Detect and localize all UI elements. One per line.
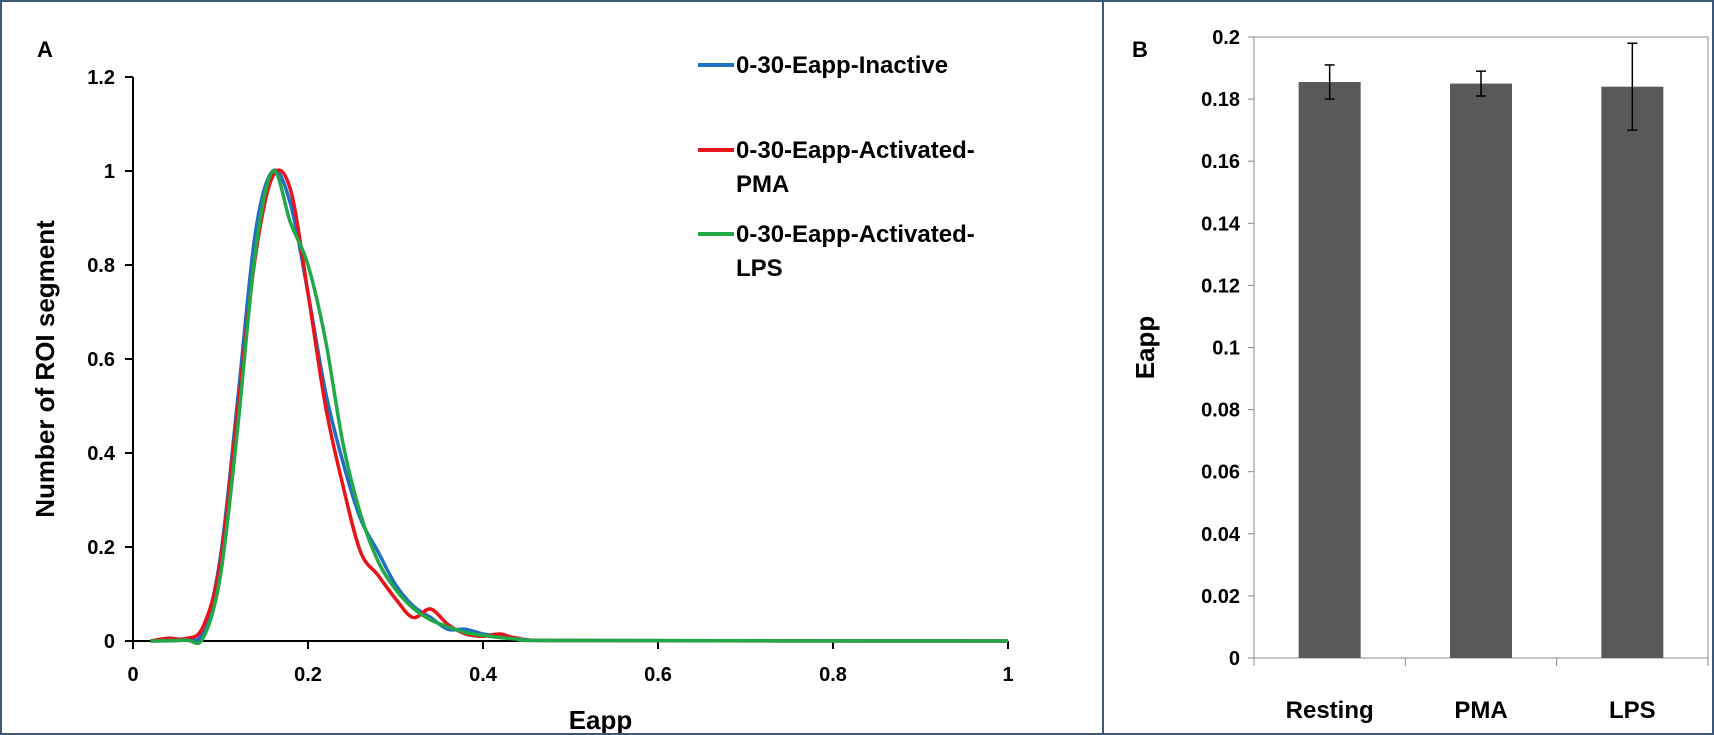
y-tick-label: 0.16 [1201, 151, 1240, 173]
x-category-label: PMA [1454, 697, 1507, 724]
x-category-label: LPS [1609, 697, 1656, 724]
y-tick-label: 0.1 [1212, 338, 1240, 360]
x-tick-label: 0.4 [469, 664, 498, 686]
y-tick-label: 0.08 [1201, 400, 1240, 422]
y-axis-title: Number of ROI segment [30, 220, 60, 518]
legend-label-1: 0-30-Eapp-Inactive [736, 52, 948, 79]
x-axis-title: Eapp [569, 705, 633, 733]
y-tick-label: 0.02 [1201, 586, 1240, 608]
y-tick-label: 0.2 [1212, 27, 1240, 49]
y-tick-label: 0.06 [1201, 462, 1240, 484]
legend-label-2: 0-30-Eapp-Activated-PMA [736, 137, 975, 198]
bar-chart-b: B 0 0.02 0.04 0.06 0.08 0.1 0.12 0.14 0.16 0.18 0.2… [1130, 27, 1709, 724]
y-tick-label: 0.04 [1201, 524, 1241, 546]
x-tick-label: 0.6 [644, 664, 672, 686]
x-tick-label: 0.8 [819, 664, 847, 686]
x-tick-label: 1 [1002, 664, 1013, 686]
x-tick-label: 0.2 [294, 664, 322, 686]
y-tick-label: 1 [104, 161, 115, 183]
y-tick-label: 0 [1229, 648, 1240, 670]
y-tick-label: 1.2 [87, 67, 115, 89]
y-tick-label: 0 [104, 631, 115, 653]
series-line-3 [150, 169, 1009, 646]
series-line-2 [150, 168, 1009, 643]
y-axis-title: Eapp [1130, 316, 1160, 380]
panel-label-b: B [1132, 37, 1148, 62]
chart-panel-b: B 0 0.02 0.04 0.06 0.08 0.1 0.12 0.14 0.16 0.18 0.2… [1102, 0, 1714, 735]
y-tick-label: 0.18 [1201, 89, 1240, 111]
legend-label-3: 0-30-Eapp-Activated-LPS [736, 221, 975, 282]
bar-resting [1298, 82, 1361, 658]
y-tick-label: 0.12 [1201, 275, 1240, 297]
panel-label-a: A [37, 37, 53, 62]
bar-pma [1450, 83, 1512, 658]
y-tick-label: 0.6 [87, 349, 115, 371]
chart-panel-a: A 0 0.2 0.4 0.6 0.8 1 1.2 0 0.2 0.4 0.6 0.8 1 Eapp Numb… [0, 0, 1104, 735]
line-chart-a: A 0 0.2 0.4 0.6 0.8 1 1.2 0 0.2 0.4 0.6 0.8 1 Eapp Numb… [30, 37, 1014, 733]
x-category-label: Resting [1286, 697, 1374, 724]
y-tick-label: 0.14 [1201, 213, 1241, 235]
bar-lps [1601, 86, 1664, 659]
y-tick-label: 0.8 [87, 255, 115, 277]
y-tick-label: 0.2 [87, 537, 115, 559]
y-tick-label: 0.4 [87, 443, 116, 465]
x-tick-label: 0 [127, 664, 138, 686]
